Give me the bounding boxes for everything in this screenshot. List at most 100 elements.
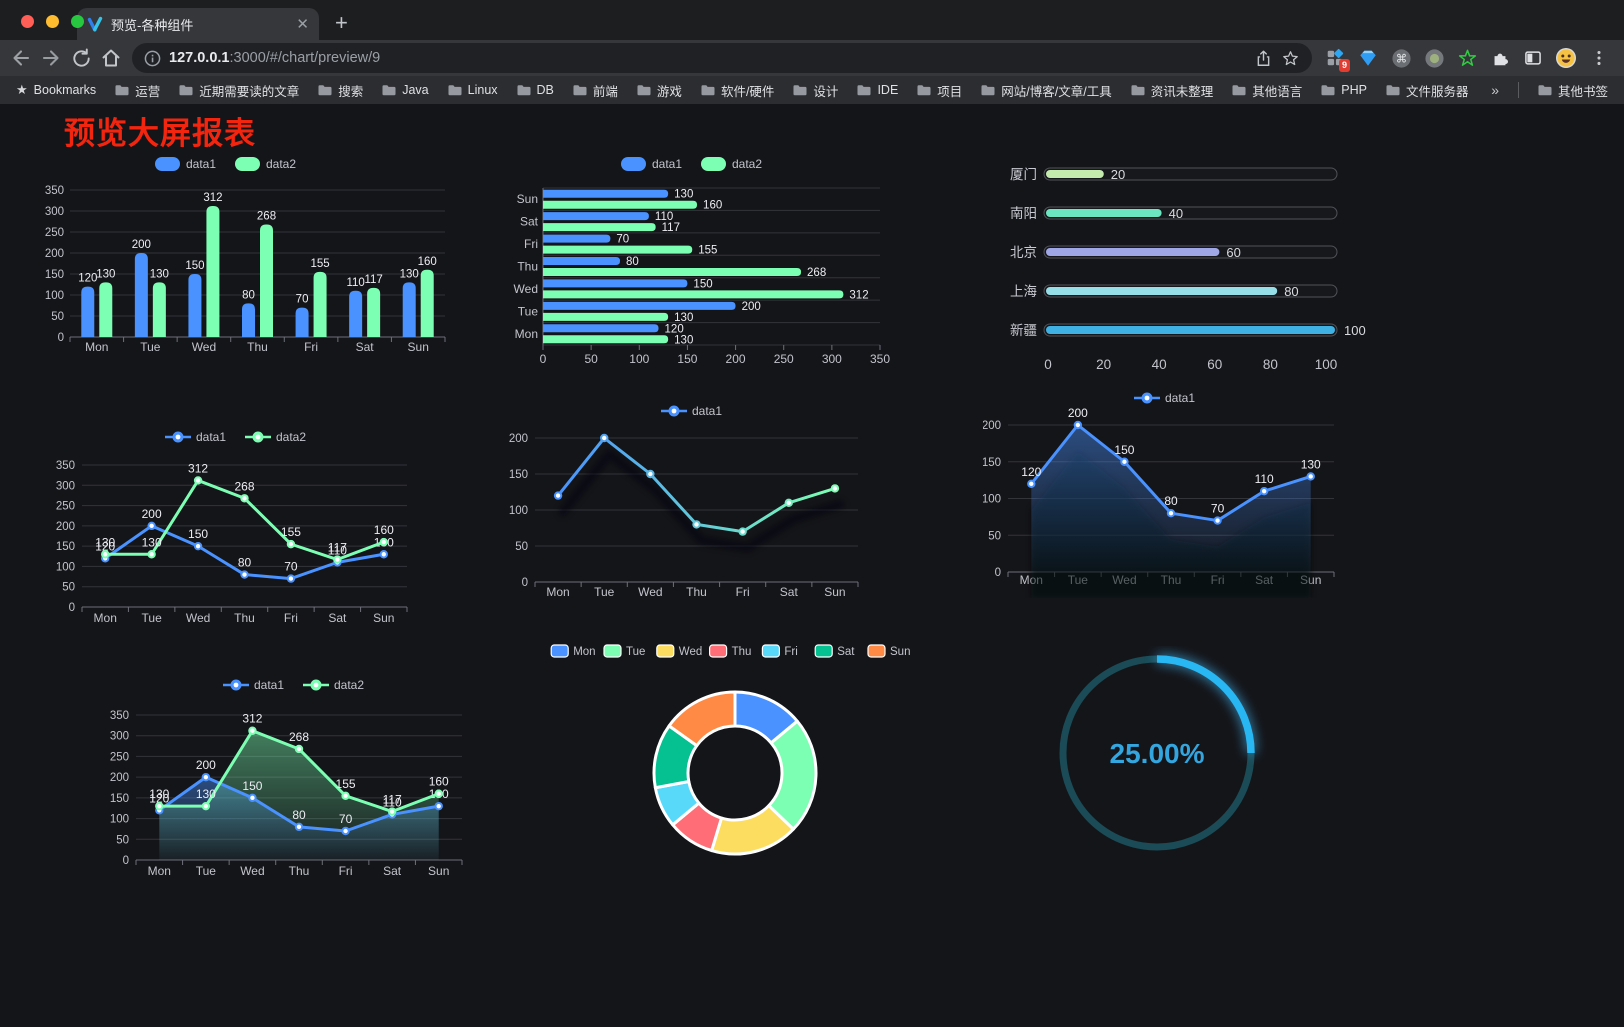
- pie-slice-Sun[interactable]: [667, 690, 737, 748]
- legend-item[interactable]: data2: [303, 678, 364, 692]
- svg-text:Tue: Tue: [594, 585, 615, 599]
- svg-text:200: 200: [983, 420, 1001, 432]
- svg-text:⌘: ⌘: [1395, 53, 1406, 65]
- legend-item[interactable]: Sun: [867, 644, 910, 658]
- legend-item[interactable]: data2: [701, 157, 762, 171]
- mac-minimize-button[interactable]: [46, 15, 59, 28]
- profile-avatar[interactable]: [1555, 47, 1577, 69]
- svg-text:312: 312: [188, 461, 208, 475]
- svg-text:150: 150: [185, 260, 204, 272]
- star-extension-icon[interactable]: [1456, 47, 1478, 69]
- bookmark-folder[interactable]: 前端: [573, 81, 618, 100]
- svg-text:Sun: Sun: [408, 340, 429, 354]
- bookmark-folder[interactable]: 游戏: [637, 81, 682, 100]
- svg-text:Tue: Tue: [196, 864, 217, 878]
- bookmarks-overflow-button[interactable]: »: [1491, 82, 1499, 98]
- bookmark-folder[interactable]: 设计: [793, 81, 838, 100]
- legend-item[interactable]: data1: [223, 678, 284, 692]
- legend-item[interactable]: Thu: [709, 644, 752, 658]
- bookmark-folder[interactable]: Linux: [448, 83, 498, 97]
- command-extension-icon[interactable]: ⌘: [1390, 47, 1412, 69]
- bookmark-folder[interactable]: PHP: [1321, 83, 1367, 97]
- svg-text:200: 200: [196, 758, 216, 772]
- folder-icon: [382, 85, 396, 96]
- legend-item[interactable]: data2: [235, 157, 296, 171]
- home-button[interactable]: [96, 43, 126, 73]
- legend-item[interactable]: data1: [661, 404, 722, 418]
- chart-line-gradient: data1 0 50 100 150 200 Mon Tue Wed Thu Fri Sat Sun: [505, 396, 897, 614]
- svg-text:Wed: Wed: [638, 585, 662, 599]
- bookmark-folder[interactable]: IDE: [857, 83, 898, 97]
- recorder-extension-icon[interactable]: [1423, 47, 1445, 69]
- legend-item[interactable]: data1: [621, 157, 682, 171]
- svg-text:Fri: Fri: [339, 864, 353, 878]
- share-icon[interactable]: [1254, 49, 1273, 68]
- back-icon: [13, 50, 30, 66]
- gem-extension-icon[interactable]: [1357, 47, 1379, 69]
- forward-icon: [42, 50, 59, 66]
- browser-tab[interactable]: 预览-各种组件 ✕: [77, 8, 319, 40]
- bookmark-folder[interactable]: 近期需要读的文章: [179, 81, 299, 100]
- site-info-icon[interactable]: [144, 50, 161, 67]
- svg-text:120: 120: [78, 273, 97, 285]
- dot-circle-icon: [1424, 48, 1444, 68]
- svg-text:200: 200: [56, 521, 75, 533]
- bookmark-folder[interactable]: Java: [382, 83, 429, 97]
- bookmark-folder[interactable]: 运营: [115, 81, 160, 100]
- svg-text:110: 110: [383, 795, 402, 809]
- new-tab-button[interactable]: +: [335, 10, 348, 35]
- browser-menu-button[interactable]: [1588, 47, 1610, 69]
- other-bookmarks-folder[interactable]: 其他书签: [1538, 81, 1608, 100]
- svg-text:60: 60: [1226, 245, 1240, 260]
- tab-close-icon[interactable]: ✕: [296, 15, 309, 33]
- bookmarks-separator: [1517, 82, 1519, 98]
- bookmark-star-icon[interactable]: [1281, 49, 1300, 68]
- bookmark-folder[interactable]: 项目: [917, 81, 962, 100]
- legend-item[interactable]: Fri: [761, 644, 798, 658]
- chart-area-double: data1 data2 0 50 100 150 200 250 300 350 Mon Tue Wed…: [103, 670, 503, 898]
- svg-text:Wed: Wed: [679, 646, 702, 658]
- bookmark-folder[interactable]: 网站/博客/文章/工具: [981, 81, 1112, 100]
- legend-item[interactable]: data1: [155, 157, 216, 171]
- legend-item[interactable]: data1: [165, 430, 226, 444]
- tab-manager-extension-icon[interactable]: 9: [1324, 47, 1350, 72]
- url-bar[interactable]: 127.0.0.1:3000/#/chart/preview/9: [132, 43, 1312, 73]
- reload-button[interactable]: [66, 43, 96, 73]
- bookmark-folder[interactable]: 软件/硬件: [701, 81, 774, 100]
- reload-icon: [72, 47, 90, 67]
- svg-text:0: 0: [995, 567, 1001, 579]
- svg-text:150: 150: [242, 779, 262, 793]
- folder-icon: [448, 85, 462, 96]
- bookmark-folder[interactable]: 搜索: [318, 81, 363, 100]
- legend-item[interactable]: Wed: [656, 644, 702, 658]
- mac-close-button[interactable]: [21, 15, 34, 28]
- extensions-puzzle-button[interactable]: [1489, 47, 1511, 69]
- svg-text:0: 0: [1044, 357, 1052, 372]
- line-basic-svg: data1 data2 0 50 100 150 200 250 300 350 Mon Tue Wed…: [56, 430, 408, 625]
- legend-item[interactable]: data2: [245, 430, 306, 444]
- svg-text:Tue: Tue: [626, 646, 645, 658]
- bookmark-folder[interactable]: DB: [517, 83, 554, 97]
- svg-text:130: 130: [674, 334, 693, 346]
- svg-text:Fri: Fri: [736, 585, 750, 599]
- legend-item[interactable]: data1: [1134, 391, 1195, 405]
- legend-item[interactable]: Sat: [814, 644, 855, 658]
- svg-text:Thu: Thu: [686, 585, 707, 599]
- svg-text:Fri: Fri: [784, 646, 797, 658]
- bookmarks-bar: ★ Bookmarks 运营 近期需要读的文章 搜索 Java Linux DB 前端 游戏 软件/…: [0, 76, 1624, 104]
- svg-text:80: 80: [292, 808, 306, 822]
- folder-icon: [573, 85, 587, 96]
- svg-text:250: 250: [45, 227, 64, 239]
- back-button[interactable]: [6, 43, 36, 73]
- legend-item[interactable]: Mon: [550, 644, 596, 658]
- side-panel-button[interactable]: [1522, 47, 1544, 69]
- mac-zoom-button[interactable]: [71, 15, 84, 28]
- bookmark-folder[interactable]: 其他语言: [1232, 81, 1302, 100]
- legend-item[interactable]: Tue: [603, 644, 645, 658]
- bookmarks-manager-item[interactable]: ★ Bookmarks: [16, 82, 96, 98]
- svg-text:60: 60: [1207, 357, 1222, 372]
- bookmark-folder[interactable]: 资讯未整理: [1131, 81, 1213, 100]
- svg-text:155: 155: [281, 525, 301, 539]
- forward-button[interactable]: [36, 43, 66, 73]
- bookmark-folder[interactable]: 文件服务器: [1386, 81, 1468, 100]
